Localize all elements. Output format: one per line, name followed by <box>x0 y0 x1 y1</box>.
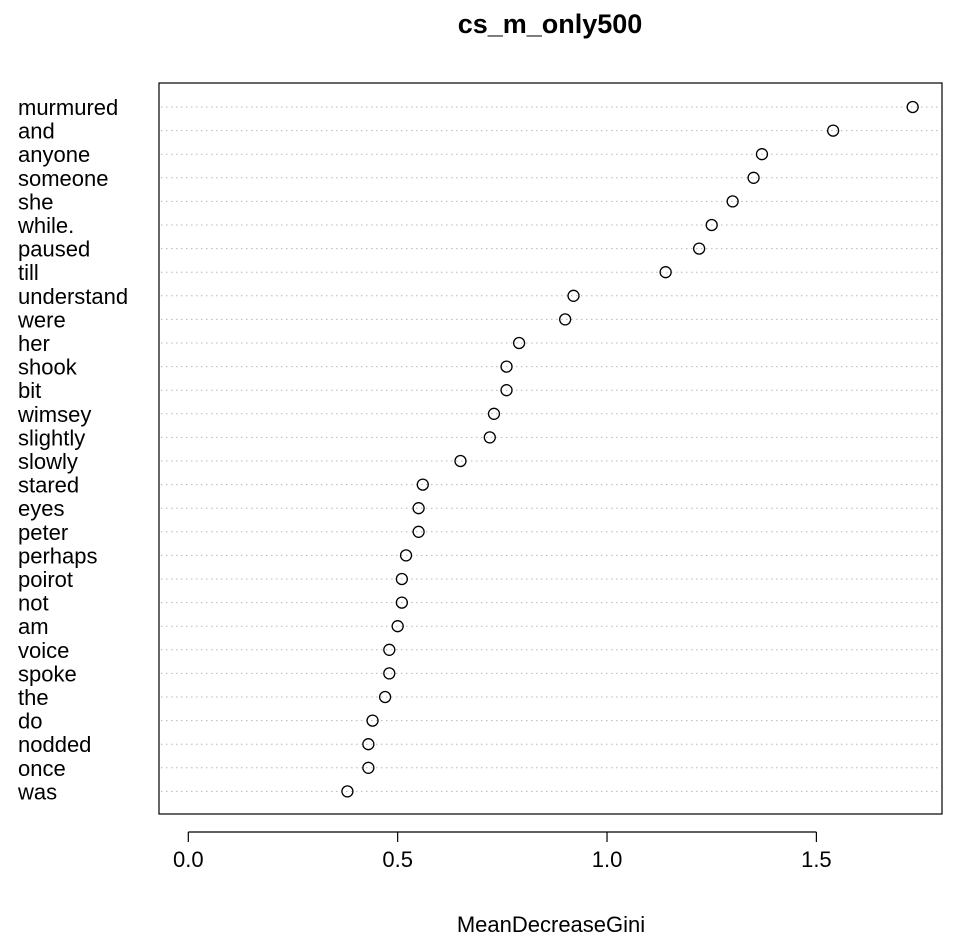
data-point <box>341 785 354 798</box>
category-label: paused <box>18 237 90 262</box>
category-label: wimsey <box>17 402 91 427</box>
data-point <box>705 218 718 232</box>
category-label: am <box>18 614 49 639</box>
category-label: someone <box>18 166 109 191</box>
data-point <box>399 549 413 562</box>
category-label: eyes <box>18 496 64 521</box>
data-point <box>416 478 429 491</box>
data-point <box>747 171 760 184</box>
data-point <box>395 572 409 586</box>
category-label: were <box>17 307 66 332</box>
x-tick-label: 1.0 <box>592 847 623 872</box>
data-point <box>378 690 392 704</box>
data-point <box>383 643 396 656</box>
category-label: she <box>18 189 53 214</box>
chart-title: cs_m_only500 <box>458 9 643 39</box>
data-point <box>454 454 467 468</box>
data-point <box>412 502 425 515</box>
data-point <box>395 596 409 609</box>
category-label: murmured <box>18 95 118 120</box>
category-label: the <box>18 685 49 710</box>
data-point <box>512 336 526 350</box>
data-point <box>487 407 501 420</box>
data-point <box>726 195 739 208</box>
data-point <box>391 620 404 633</box>
data-point <box>362 761 375 774</box>
category-label: till <box>18 260 39 285</box>
data-point <box>567 289 580 302</box>
category-label: peter <box>18 520 68 545</box>
category-label: nodded <box>18 732 91 757</box>
data-point <box>383 667 396 680</box>
category-labels: murmuredandanyonesomeoneshewhile.pausedt… <box>17 95 128 804</box>
data-point <box>692 242 706 255</box>
category-label: while. <box>17 213 74 238</box>
data-points <box>341 100 919 798</box>
category-label: anyone <box>18 142 90 167</box>
data-point <box>826 124 840 137</box>
category-label: once <box>18 756 66 781</box>
category-label: bit <box>18 378 41 403</box>
category-label: not <box>18 591 49 616</box>
data-point <box>659 266 672 279</box>
grid-lines <box>161 106 940 792</box>
data-point <box>412 525 425 538</box>
category-label: poirot <box>18 567 73 592</box>
data-point <box>500 384 513 397</box>
category-label: slightly <box>18 425 85 450</box>
data-point <box>366 714 379 727</box>
category-label: spoke <box>18 661 77 686</box>
data-point <box>483 431 496 444</box>
plot-frame <box>158 82 943 815</box>
category-label: do <box>18 709 42 734</box>
data-point <box>500 360 513 373</box>
x-axis-label: MeanDecreaseGini <box>457 912 645 937</box>
x-axis: 0.0 0.5 1.0 1.5 <box>173 831 832 872</box>
category-label: slowly <box>18 449 78 474</box>
data-point <box>755 148 769 161</box>
category-label: was <box>17 779 57 804</box>
category-label: understand <box>18 284 128 309</box>
category-label: shook <box>18 355 78 380</box>
category-label: voice <box>18 638 69 663</box>
category-label: stared <box>18 473 79 498</box>
data-point <box>362 738 375 751</box>
x-tick-label: 0.5 <box>382 847 413 872</box>
category-label: her <box>18 331 50 356</box>
data-point <box>906 100 919 114</box>
data-point <box>559 313 572 326</box>
x-tick-label: 0.0 <box>173 847 204 872</box>
x-tick-label: 1.5 <box>801 847 832 872</box>
category-label: and <box>18 119 55 144</box>
category-label: perhaps <box>18 543 98 568</box>
